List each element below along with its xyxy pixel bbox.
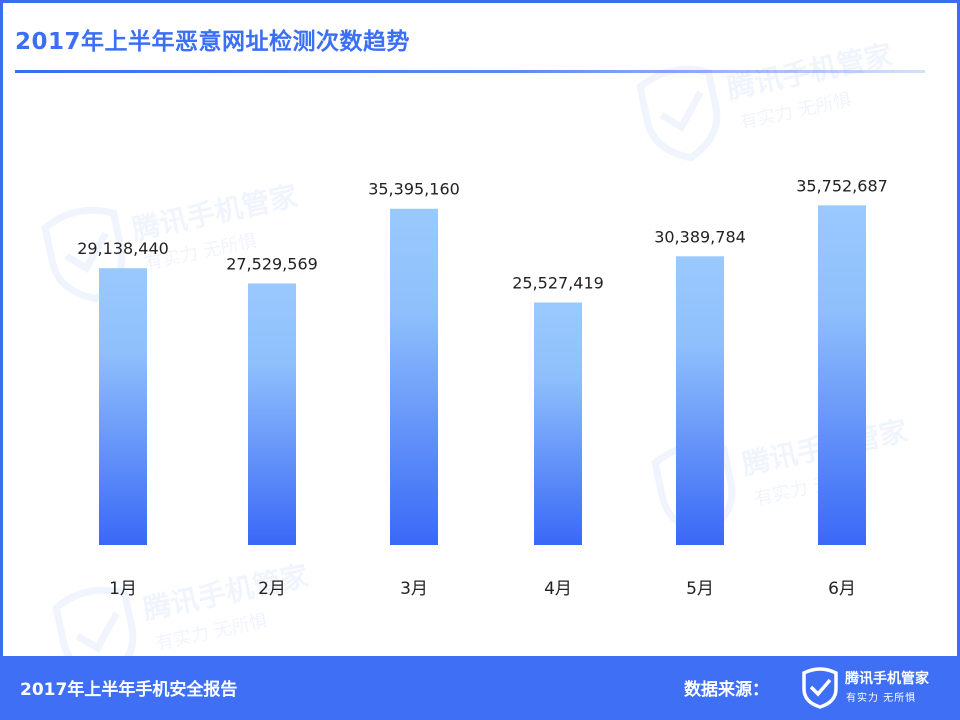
- footer-logo-name: 腾讯手机管家: [845, 671, 929, 687]
- x-tick-label: 2月: [258, 579, 286, 599]
- data-label: 27,529,569: [226, 254, 318, 273]
- bar-series: 29,138,440 1月 27,529,569 2月 35,395,160 3月 25,5…: [77, 176, 888, 599]
- shield-check-icon: [800, 665, 840, 713]
- bar: [248, 283, 296, 545]
- bar: [99, 268, 147, 545]
- page-title: 2017年上半年恶意网址检测次数趋势: [15, 29, 411, 55]
- bar: [818, 205, 866, 545]
- x-tick-label: 3月: [400, 579, 428, 599]
- x-tick-label: 6月: [828, 579, 856, 599]
- data-label: 25,527,419: [512, 273, 604, 292]
- footer-source-label: 数据来源：: [684, 680, 769, 700]
- shield-check-icon: 腾讯手机管家 有实力 无所惧: [52, 559, 311, 683]
- watermark: 腾讯手机管家 有实力 无所惧: [42, 532, 338, 692]
- bar-chart: 29,138,440 1月 27,529,569 2月 35,395,160 3月 25,5…: [77, 176, 888, 599]
- data-label: 35,752,687: [796, 176, 888, 195]
- bar: [390, 208, 438, 546]
- x-tick-label: 1月: [109, 579, 137, 599]
- data-label: 35,395,160: [368, 180, 460, 199]
- x-tick-label: 4月: [544, 579, 572, 599]
- data-label: 29,138,440: [77, 239, 169, 258]
- x-tick-label: 5月: [686, 579, 714, 599]
- title-divider: [15, 70, 925, 73]
- data-label: 30,389,784: [654, 227, 746, 246]
- footer-report-title: 2017年上半年手机安全报告: [20, 680, 238, 700]
- bar: [676, 256, 724, 545]
- footer-logo-slogan: 有实力 无所惧: [846, 693, 917, 704]
- footer-bar: 2017年上半年手机安全报告 数据来源： 腾讯手机管家 有实力 无所惧: [0, 656, 960, 720]
- shield-check-icon: 腾讯手机管家 有实力 无所惧: [636, 38, 895, 162]
- watermark: 腾讯手机管家 有实力 无所惧: [626, 13, 914, 181]
- bar: [534, 302, 582, 545]
